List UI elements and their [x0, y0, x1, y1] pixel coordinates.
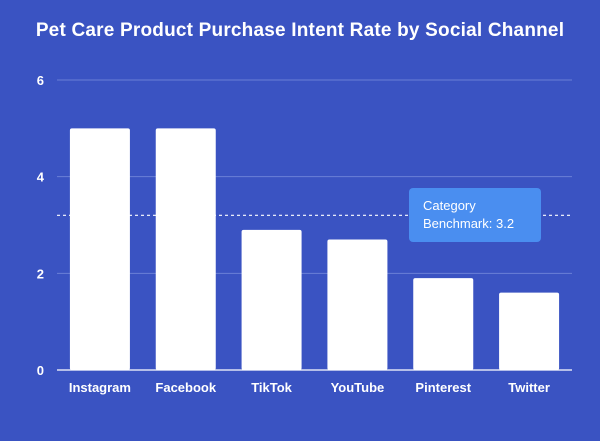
bar-instagram[interactable]	[69, 128, 130, 370]
chart-title: Pet Care Product Purchase Intent Rate by…	[35, 20, 565, 41]
bar-twitter[interactable]	[499, 292, 560, 370]
x-axis-labels: Instagram Facebook TikTok YouTube Pinterest T…	[69, 380, 550, 395]
x-tick-label: Instagram	[69, 380, 131, 395]
bar-facebook[interactable]	[155, 128, 216, 370]
x-tick-label: Facebook	[155, 380, 216, 395]
benchmark-annotation-line1: Category	[423, 198, 476, 213]
bar-pinterest[interactable]	[413, 278, 474, 370]
bar-youtube[interactable]	[327, 239, 388, 371]
y-tick-label: 2	[37, 266, 44, 281]
y-tick-label: 4	[37, 170, 45, 185]
x-tick-label: Pinterest	[415, 380, 471, 395]
gridlines	[57, 79, 572, 371]
bar-tiktok[interactable]	[241, 229, 302, 370]
y-axis-ticks: 0 2 4 6	[37, 73, 45, 378]
x-tick-label: Twitter	[508, 380, 550, 395]
benchmark-annotation: Category Benchmark: 3.2	[409, 188, 541, 242]
y-tick-label: 0	[37, 363, 44, 378]
x-tick-label: YouTube	[331, 380, 385, 395]
x-tick-label: TikTok	[251, 380, 292, 395]
y-tick-label: 6	[37, 73, 44, 88]
bars	[69, 128, 560, 371]
benchmark-annotation-line2: Benchmark: 3.2	[423, 216, 515, 231]
